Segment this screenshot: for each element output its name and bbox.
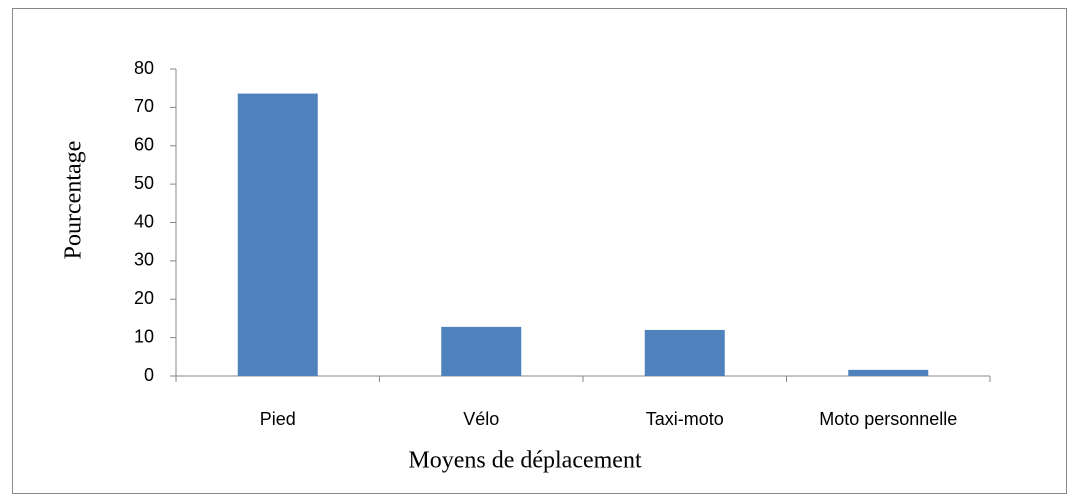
y-tick-label: 0 xyxy=(144,365,154,385)
y-tick-label: 20 xyxy=(134,288,154,308)
bar xyxy=(237,93,318,376)
y-tick-label: 50 xyxy=(134,173,154,193)
y-axis-title: Pourcentage xyxy=(61,141,87,260)
chart-frame xyxy=(12,8,1067,494)
x-axis-title: Moyens de déplacement xyxy=(408,448,642,474)
x-tick-label: Vélo xyxy=(463,409,499,429)
bar xyxy=(441,326,522,376)
x-tick-label: Taxi-moto xyxy=(646,409,724,429)
y-tick-label: 60 xyxy=(134,135,154,155)
y-tick-label: 70 xyxy=(134,96,154,116)
y-tick-label: 80 xyxy=(134,58,154,78)
y-tick-label: 30 xyxy=(134,250,154,270)
bar xyxy=(848,369,929,376)
x-tick-label: Moto personnelle xyxy=(819,409,957,429)
y-tick-label: 40 xyxy=(134,211,154,231)
y-tick-label: 10 xyxy=(134,326,154,346)
x-tick-label: Pied xyxy=(260,409,296,429)
bar xyxy=(644,329,725,376)
